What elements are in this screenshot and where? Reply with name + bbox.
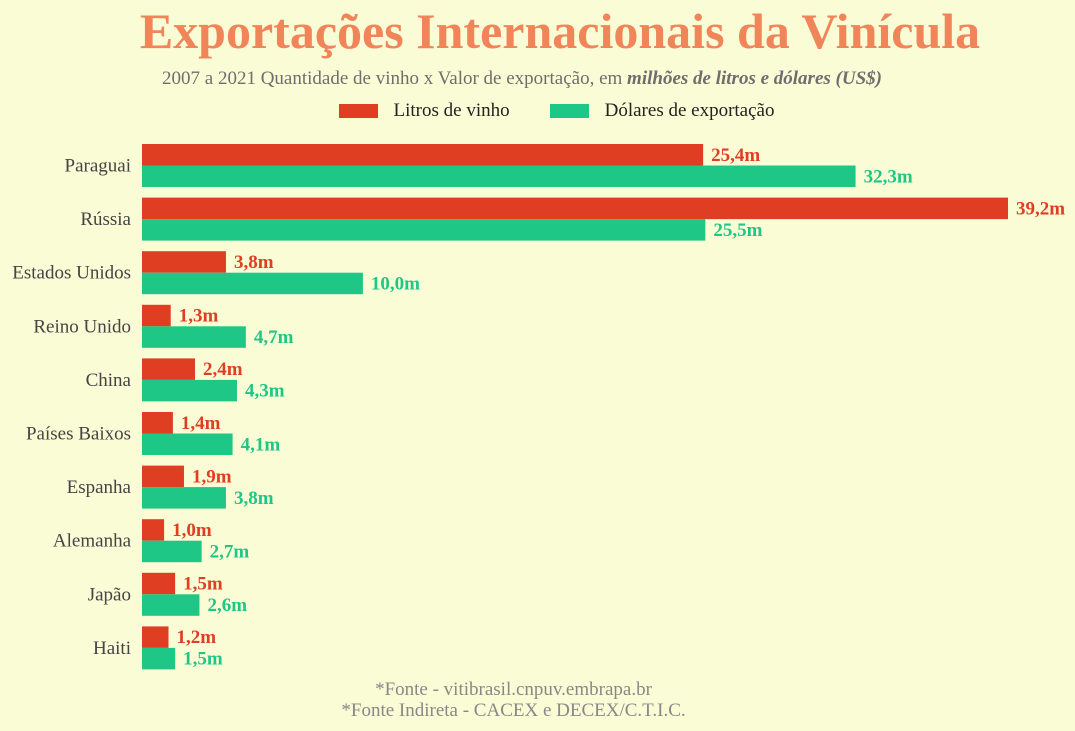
category-label-estados-unidos: Estados Unidos — [12, 263, 131, 284]
bar-dolares-paises-baixos — [142, 433, 233, 455]
chart-title: Exportações Internacionais da Vinícula — [139, 3, 981, 59]
legend-item-dolares: Dólares de exportação — [549, 100, 775, 122]
category-label-reino-unido: Reino Unido — [33, 316, 131, 337]
value-label-dolares-haiti: 1,5m — [183, 649, 223, 670]
bar-litros-reino-unido — [142, 304, 171, 327]
value-label-dolares-alemanha: 2,7m — [210, 541, 250, 562]
bar-litros-estados-unidos — [142, 251, 226, 273]
category-label-alemanha: Alemanha — [53, 531, 132, 552]
legend-swatch-dolares — [549, 104, 589, 118]
chart-legend: Litros de vinho Dólares de exportação — [0, 100, 1075, 122]
bar-dolares-alemanha — [142, 540, 202, 563]
chart-footer: *Fonte - vitibrasil.cnpuv.embrapa.br *Fo… — [0, 679, 1027, 721]
legend-label-dolares: Dólares de exportação — [604, 100, 775, 121]
category-label-paraguai: Paraguai — [65, 156, 131, 177]
bar-litros-paises-baixos — [142, 412, 173, 434]
subtitle-units: milhões de litros e dólares (US$) — [627, 68, 882, 89]
value-label-dolares-japao: 2,6m — [207, 595, 247, 616]
footer-indirect-source: *Fonte Indireta - CACEX e DECEX/C.T.I.C. — [341, 700, 686, 721]
legend-label-litros: Litros de vinho — [393, 100, 510, 121]
value-label-dolares-estados-unidos: 10,0m — [371, 273, 420, 294]
value-label-dolares-paraguai: 32,3m — [864, 166, 913, 187]
bar-litros-alemanha — [142, 519, 165, 541]
bar-dolares-japao — [142, 594, 200, 616]
value-label-dolares-reino-unido: 4,7m — [254, 327, 294, 348]
category-label-espanha: Espanha — [67, 477, 132, 498]
value-label-litros-paraguai: 25,4m — [711, 145, 760, 166]
bar-dolares-espanha — [142, 487, 226, 509]
category-label-japao: Japão — [88, 584, 131, 605]
value-label-litros-japao: 1,5m — [183, 574, 223, 595]
chart-subtitle: 2007 a 2021 Quantidade de vinho x Valor … — [0, 68, 1044, 90]
category-label-paises-baixos: Países Baixos — [26, 424, 131, 445]
bar-litros-japao — [142, 572, 176, 595]
value-label-dolares-china: 4,3m — [245, 381, 285, 402]
bar-litros-haiti — [142, 626, 169, 648]
bar-dolares-reino-unido — [142, 326, 246, 348]
value-label-dolares-espanha: 3,8m — [234, 488, 274, 509]
value-label-litros-russia: 39,2m — [1016, 198, 1065, 219]
bar-litros-china — [142, 358, 196, 380]
value-label-dolares-russia: 25,5m — [713, 220, 762, 241]
bar-litros-russia — [142, 197, 1008, 220]
value-label-litros-estados-unidos: 3,8m — [234, 252, 274, 273]
subtitle-text: 2007 a 2021 Quantidade de vinho x Valor … — [162, 68, 628, 89]
legend-item-litros: Litros de vinho — [338, 100, 510, 122]
value-label-litros-haiti: 1,2m — [177, 627, 217, 648]
bar-litros-espanha — [142, 465, 184, 488]
bar-dolares-russia — [142, 219, 706, 241]
legend-swatch-litros — [338, 104, 378, 118]
bar-dolares-estados-unidos — [142, 272, 363, 295]
value-label-litros-reino-unido: 1,3m — [179, 306, 219, 327]
value-label-dolares-paises-baixos: 4,1m — [241, 434, 281, 455]
bar-dolares-china — [142, 379, 237, 402]
category-label-russia: Rússia — [80, 209, 131, 230]
category-label-haiti: Haiti — [93, 638, 131, 659]
value-label-litros-china: 2,4m — [203, 359, 243, 380]
value-label-litros-paises-baixos: 1,4m — [181, 413, 221, 434]
bar-litros-paraguai — [142, 144, 704, 166]
bar-dolares-haiti — [142, 647, 176, 670]
value-label-litros-alemanha: 1,0m — [172, 520, 212, 541]
footer-source: *Fonte - vitibrasil.cnpuv.embrapa.br — [375, 679, 652, 700]
bar-dolares-paraguai — [142, 165, 856, 187]
category-label-china: China — [86, 370, 132, 391]
value-label-litros-espanha: 1,9m — [192, 466, 232, 487]
